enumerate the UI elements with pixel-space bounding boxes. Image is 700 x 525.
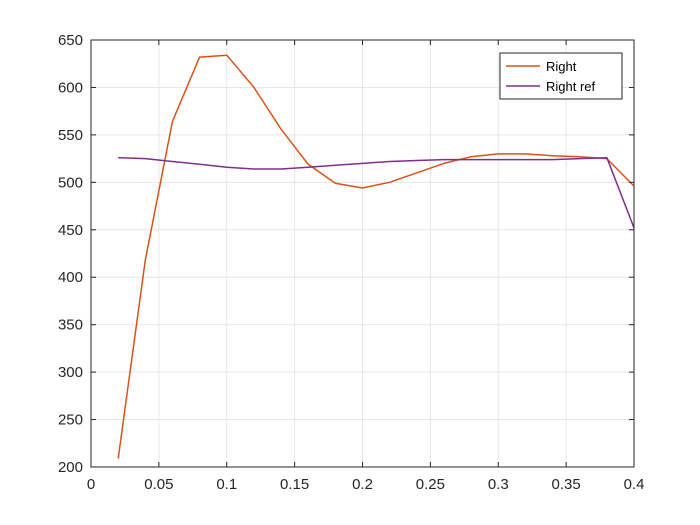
x-tick-label: 0.3 (488, 476, 509, 493)
legend-label: Right ref (546, 79, 596, 94)
x-tick-label: 0.35 (552, 476, 581, 493)
grid-lines (90, 39, 635, 468)
legend-label: Right (546, 59, 577, 74)
y-tick-label: 200 (58, 459, 83, 476)
x-tick-label: 0.05 (144, 476, 173, 493)
y-tick-label: 550 (58, 127, 83, 144)
series-line-right-ref (118, 156, 635, 229)
y-tick-label: 650 (58, 32, 83, 49)
y-tick-label: 600 (58, 79, 83, 96)
x-tick-label: 0 (87, 476, 95, 493)
x-tick-label: 0.15 (280, 476, 309, 493)
x-tick-label: 0.1 (216, 476, 237, 493)
y-tick-label: 450 (58, 222, 83, 239)
y-tick-label: 300 (58, 364, 83, 381)
y-axis: 200 250 300 350 400 450 500 550 600 650 (58, 32, 634, 476)
y-tick-label: 400 (58, 269, 83, 286)
y-tick-label: 250 (58, 412, 83, 429)
x-axis: 0 0.05 0.1 0.15 0.2 0.25 0.3 0.35 0.4 (87, 40, 645, 493)
y-tick-label: 350 (58, 317, 83, 334)
series-layer (117, 54, 635, 459)
y-tick-label: 500 (58, 174, 83, 191)
legend-box (499, 52, 623, 100)
legend: Right Right ref (499, 52, 623, 100)
x-tick-label: 0.4 (624, 476, 645, 493)
series-line-right (117, 54, 635, 459)
x-tick-label: 0.25 (416, 476, 445, 493)
x-tick-label: 0.2 (352, 476, 373, 493)
